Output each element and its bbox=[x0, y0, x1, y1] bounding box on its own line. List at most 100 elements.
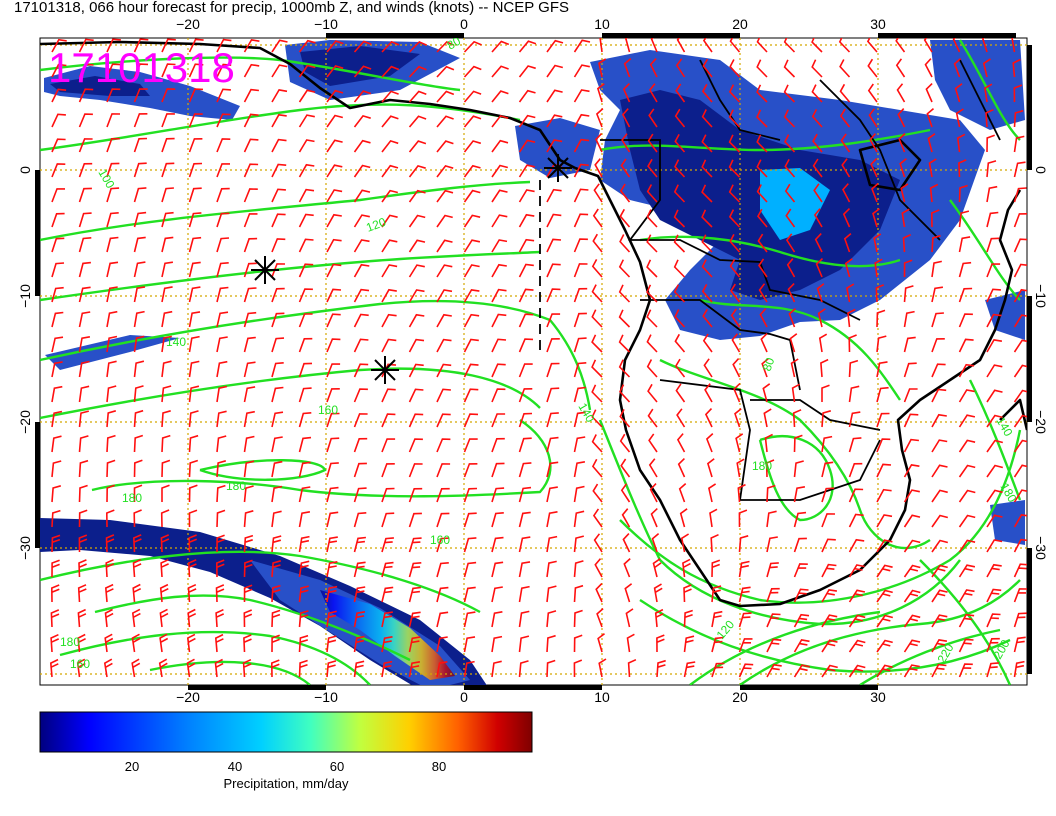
wind-barb bbox=[653, 583, 663, 603]
contour-label: 160 bbox=[430, 533, 450, 547]
wind-barb bbox=[78, 435, 89, 453]
wind-barb bbox=[463, 40, 482, 53]
wind-barb bbox=[958, 439, 976, 453]
wind-barb bbox=[78, 559, 87, 578]
lon-tick-label: −20 bbox=[176, 689, 200, 705]
wind-barb bbox=[463, 660, 475, 678]
wind-barb bbox=[622, 83, 631, 103]
wind-barb bbox=[188, 236, 202, 253]
wind-barb bbox=[353, 611, 366, 628]
wind-barb bbox=[353, 388, 368, 403]
wind-barb bbox=[78, 360, 90, 378]
wind-barb bbox=[848, 639, 866, 653]
wind-barb bbox=[326, 338, 341, 353]
wind-barb bbox=[353, 189, 371, 203]
wind-barb bbox=[789, 333, 798, 353]
wind-barb bbox=[730, 308, 741, 328]
wind-barb bbox=[271, 609, 281, 628]
wind-barb bbox=[821, 487, 835, 503]
wind-barb bbox=[679, 508, 688, 528]
wind-barb bbox=[546, 362, 560, 378]
map-title: 17101318, 066 hour forecast for precip, … bbox=[14, 0, 569, 16]
tropical-symbol bbox=[251, 256, 279, 284]
wind-barb bbox=[792, 409, 802, 428]
wind-barb bbox=[1013, 439, 1027, 453]
wind-barb bbox=[436, 586, 449, 603]
lat-labels-left: 0 −10 −20 −30 bbox=[17, 166, 33, 560]
wind-barb bbox=[786, 258, 796, 278]
wind-barb bbox=[591, 359, 603, 378]
wind-barb bbox=[812, 133, 823, 153]
wind-barb bbox=[436, 214, 453, 228]
wind-barb bbox=[646, 209, 658, 228]
wind-barb bbox=[381, 164, 399, 178]
wind-barb bbox=[766, 536, 778, 553]
wind-barb bbox=[573, 64, 590, 78]
wind-barb bbox=[159, 633, 169, 653]
wind-barb bbox=[216, 460, 227, 478]
wind-barb bbox=[546, 585, 557, 603]
contour-label: 160 bbox=[70, 657, 90, 671]
wind-barb bbox=[298, 412, 312, 428]
wind-barb bbox=[821, 410, 832, 428]
wind-barb bbox=[546, 511, 558, 528]
wind-barb bbox=[903, 614, 921, 628]
wind-barb bbox=[958, 261, 972, 278]
wind-barb bbox=[326, 511, 339, 528]
wind-barb bbox=[51, 336, 64, 353]
wind-barb bbox=[353, 313, 369, 328]
wind-barb bbox=[958, 613, 975, 628]
wind-barb bbox=[876, 335, 887, 353]
wind-barb bbox=[986, 489, 1003, 503]
wind-barb bbox=[931, 663, 947, 678]
wind-barb bbox=[573, 510, 585, 528]
wind-barb bbox=[160, 509, 170, 528]
wind-barb bbox=[408, 463, 423, 478]
wind-barb bbox=[518, 363, 533, 378]
wind-barb bbox=[518, 585, 530, 603]
wind-barb bbox=[326, 139, 343, 153]
wind-barb bbox=[818, 333, 828, 353]
wind-barb bbox=[683, 635, 695, 653]
wind-barb bbox=[186, 658, 196, 678]
wind-barb bbox=[678, 483, 687, 503]
wind-barb bbox=[868, 108, 878, 128]
wind-barb bbox=[929, 183, 939, 203]
wind-barb bbox=[491, 239, 508, 253]
wind-barb bbox=[595, 108, 604, 128]
wind-barb bbox=[491, 114, 509, 128]
wind-barb bbox=[161, 236, 174, 253]
wind-barb bbox=[133, 434, 144, 453]
wind-barb bbox=[491, 164, 508, 178]
contour-label: 180 bbox=[122, 491, 142, 505]
wind-barb bbox=[841, 158, 851, 178]
wind-barb bbox=[931, 286, 944, 303]
wind-barb bbox=[381, 611, 393, 628]
wind-barb bbox=[105, 534, 115, 553]
wind-barb bbox=[78, 385, 90, 403]
wind-barb bbox=[591, 309, 603, 328]
wind-barb bbox=[702, 38, 713, 53]
wind-barb bbox=[353, 437, 368, 453]
wind-barb bbox=[931, 614, 948, 628]
wind-barb bbox=[381, 139, 399, 153]
wind-barb bbox=[491, 65, 509, 78]
wind-barb bbox=[729, 59, 741, 78]
wind-barb bbox=[518, 437, 532, 453]
wind-barb bbox=[958, 236, 971, 253]
wind-barb bbox=[326, 388, 340, 403]
lon-tick-label: 10 bbox=[594, 689, 610, 705]
wind-barb bbox=[702, 308, 713, 328]
wind-barb bbox=[762, 383, 771, 403]
wind-barb bbox=[591, 409, 603, 428]
wind-barb bbox=[78, 534, 88, 553]
wind-barb bbox=[188, 484, 198, 503]
lat-tick-label: −30 bbox=[17, 536, 33, 560]
wind-barb bbox=[701, 284, 713, 303]
wind-barb bbox=[791, 383, 800, 403]
south-africa-coast bbox=[574, 166, 1022, 608]
wind-barb bbox=[463, 636, 476, 653]
wind-barb bbox=[683, 584, 692, 603]
wind-barb bbox=[728, 109, 741, 128]
wind-barb bbox=[728, 159, 741, 178]
